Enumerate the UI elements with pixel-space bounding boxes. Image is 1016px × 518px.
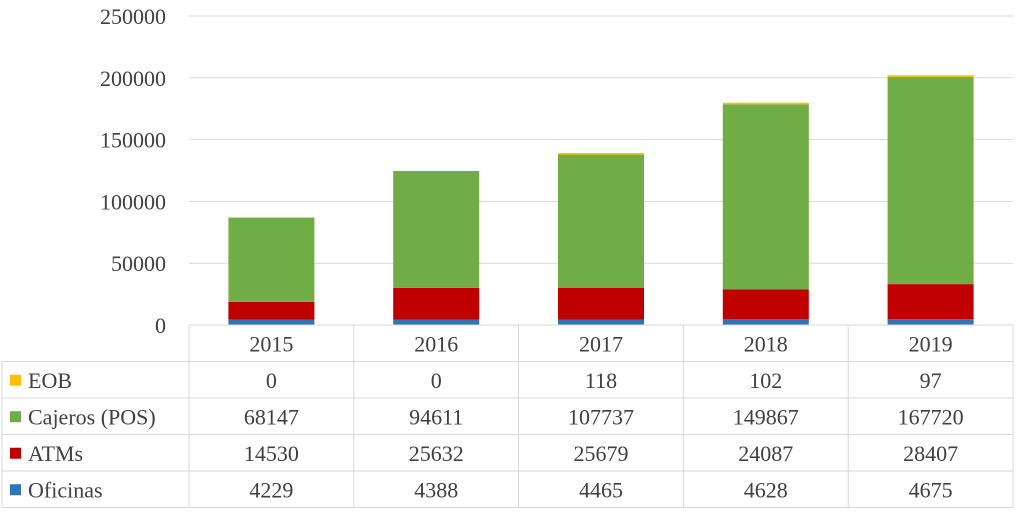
bar-segment	[887, 284, 974, 320]
x-tick-label: 2018	[744, 331, 788, 356]
bar-segment	[558, 319, 644, 325]
x-tick-label: 2019	[909, 331, 953, 356]
table-cell: 4229	[249, 477, 293, 502]
table-cell: 97	[920, 368, 942, 393]
table-cell: 25679	[574, 441, 629, 466]
x-tick-label: 2016	[414, 331, 458, 356]
bar-segment	[393, 287, 480, 320]
bar-segment	[722, 102, 809, 105]
table-cell: 4465	[579, 477, 623, 502]
bar-segment	[228, 301, 315, 320]
table-cell: 25632	[409, 441, 464, 466]
bar-segment	[887, 75, 974, 77]
bars	[228, 75, 974, 325]
table-cell: 14530	[244, 441, 299, 466]
bar-segment	[558, 154, 644, 288]
table-cell: 4628	[744, 477, 788, 502]
y-tick-label: 250000	[100, 4, 166, 29]
y-tick-label: 100000	[100, 189, 166, 214]
legend-label: Cajeros (POS)	[28, 404, 156, 429]
table-cell: 0	[431, 368, 442, 393]
bar-segment	[722, 289, 809, 320]
legend-label: ATMs	[28, 441, 83, 466]
y-tick-label: 0	[155, 313, 166, 338]
legend-key	[10, 484, 21, 496]
table-cell: 68147	[244, 404, 299, 429]
table-cell: 107737	[568, 404, 634, 429]
table-cell: 118	[585, 368, 617, 393]
bar-segment	[722, 319, 809, 325]
table-cell: 24087	[738, 441, 793, 466]
bar-segment	[887, 76, 974, 285]
x-tick-label: 2017	[579, 331, 623, 356]
table-cell: 4388	[414, 477, 458, 502]
bar-segment	[393, 170, 480, 288]
table-cell: 0	[266, 368, 277, 393]
gridlines	[189, 15, 1013, 264]
x-tick-label: 2015	[249, 331, 293, 356]
bar-segment	[887, 319, 974, 325]
legend-key	[10, 447, 21, 459]
data-table: 2015 2016 2017 2018 2019 EOB 0 0 118 102 97 Cajeros…	[1, 324, 1014, 508]
bar-segment	[558, 152, 644, 155]
legend-label: EOB	[28, 368, 72, 393]
y-tick-label: 50000	[111, 251, 166, 276]
y-tick-label: 200000	[100, 66, 166, 91]
legend-key	[10, 411, 21, 423]
table-cell: 4675	[909, 477, 953, 502]
bar-segment	[558, 287, 644, 320]
bar-segment	[228, 217, 315, 302]
table-cell: 167720	[898, 404, 964, 429]
y-tick-label: 150000	[100, 128, 166, 153]
bar-segment	[722, 104, 809, 290]
bar-segment	[393, 319, 480, 325]
legend-label: Oficinas	[28, 477, 103, 502]
legend-key	[10, 374, 21, 386]
bar-segment	[228, 319, 315, 325]
table-cell: 94611	[409, 404, 463, 429]
table-cell: 102	[749, 368, 782, 393]
y-axis-tick-labels: 0 50000 100000 150000 200000 250000	[100, 4, 166, 338]
table-cell: 149867	[733, 404, 799, 429]
table-cell: 28407	[903, 441, 958, 466]
